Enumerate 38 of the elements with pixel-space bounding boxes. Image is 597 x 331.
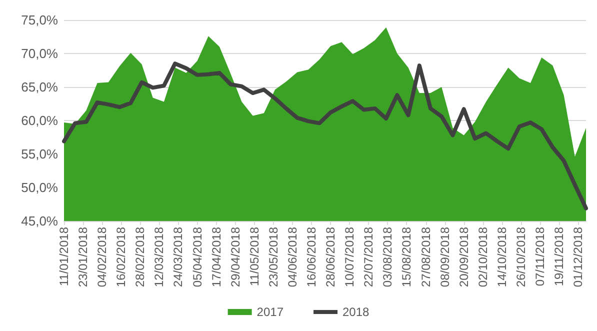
x-tick-label: 10/07/2018 xyxy=(342,226,357,288)
y-tick-label: 60,0% xyxy=(21,113,58,128)
legend-label: 2018 xyxy=(342,305,370,319)
line-series xyxy=(62,62,588,210)
legend-label: 2017 xyxy=(256,305,284,319)
x-tick-label: 04/02/2018 xyxy=(95,226,110,288)
x-tick-label: 17/04/2018 xyxy=(209,226,224,288)
y-tick-label: 55,0% xyxy=(21,146,58,162)
x-tick-label: 05/04/2018 xyxy=(190,226,204,288)
y-tick-label: 70,0% xyxy=(21,46,58,61)
x-tick-label: 23/05/2018 xyxy=(266,226,280,288)
x-tick-label: 22/07/2018 xyxy=(362,226,376,288)
x-tick-label: 27/08/2018 xyxy=(418,226,433,288)
x-tick-label: 12/03/2018 xyxy=(152,226,166,288)
x-tick-label: 01/12/2018 xyxy=(571,226,586,288)
x-tick-label: 02/10/2018 xyxy=(476,226,490,288)
y-tick-label: 65,0% xyxy=(21,80,58,94)
x-tick-label: 29/04/2018 xyxy=(228,226,242,288)
x-tick-label: 16/06/2018 xyxy=(304,226,319,288)
x-tick-label: 23/01/2018 xyxy=(76,226,90,288)
x-tick-label: 28/02/2018 xyxy=(133,226,148,288)
x-tick-label: 11/05/2018 xyxy=(247,226,262,286)
x-tick-label: 07/11/2018 xyxy=(532,226,547,286)
x-tick-label: 20/09/2018 xyxy=(456,226,471,288)
x-tick-label: 08/09/2018 xyxy=(438,226,452,288)
x-tick-label: 26/10/2018 xyxy=(514,226,528,288)
x-tick-label: 15/08/2018 xyxy=(400,226,414,288)
y-tick-label: 75,0% xyxy=(21,12,58,28)
x-tick-label: 14/10/2018 xyxy=(494,226,509,288)
x-tick-label: 11/01/2018 xyxy=(57,226,71,286)
x-tick-label: 28/06/2018 xyxy=(324,226,338,288)
x-tick-label: 04/06/2018 xyxy=(285,226,300,288)
x-tick-label: 24/03/2018 xyxy=(171,226,186,288)
y-tick-label: 50,0% xyxy=(21,180,58,195)
y-tick-label: 45,0% xyxy=(21,214,58,228)
x-tick-label: 19/11/2018 xyxy=(552,226,566,286)
x-tick-label: 03/08/2018 xyxy=(380,226,395,288)
x-tick-label: 16/02/2018 xyxy=(114,226,128,288)
